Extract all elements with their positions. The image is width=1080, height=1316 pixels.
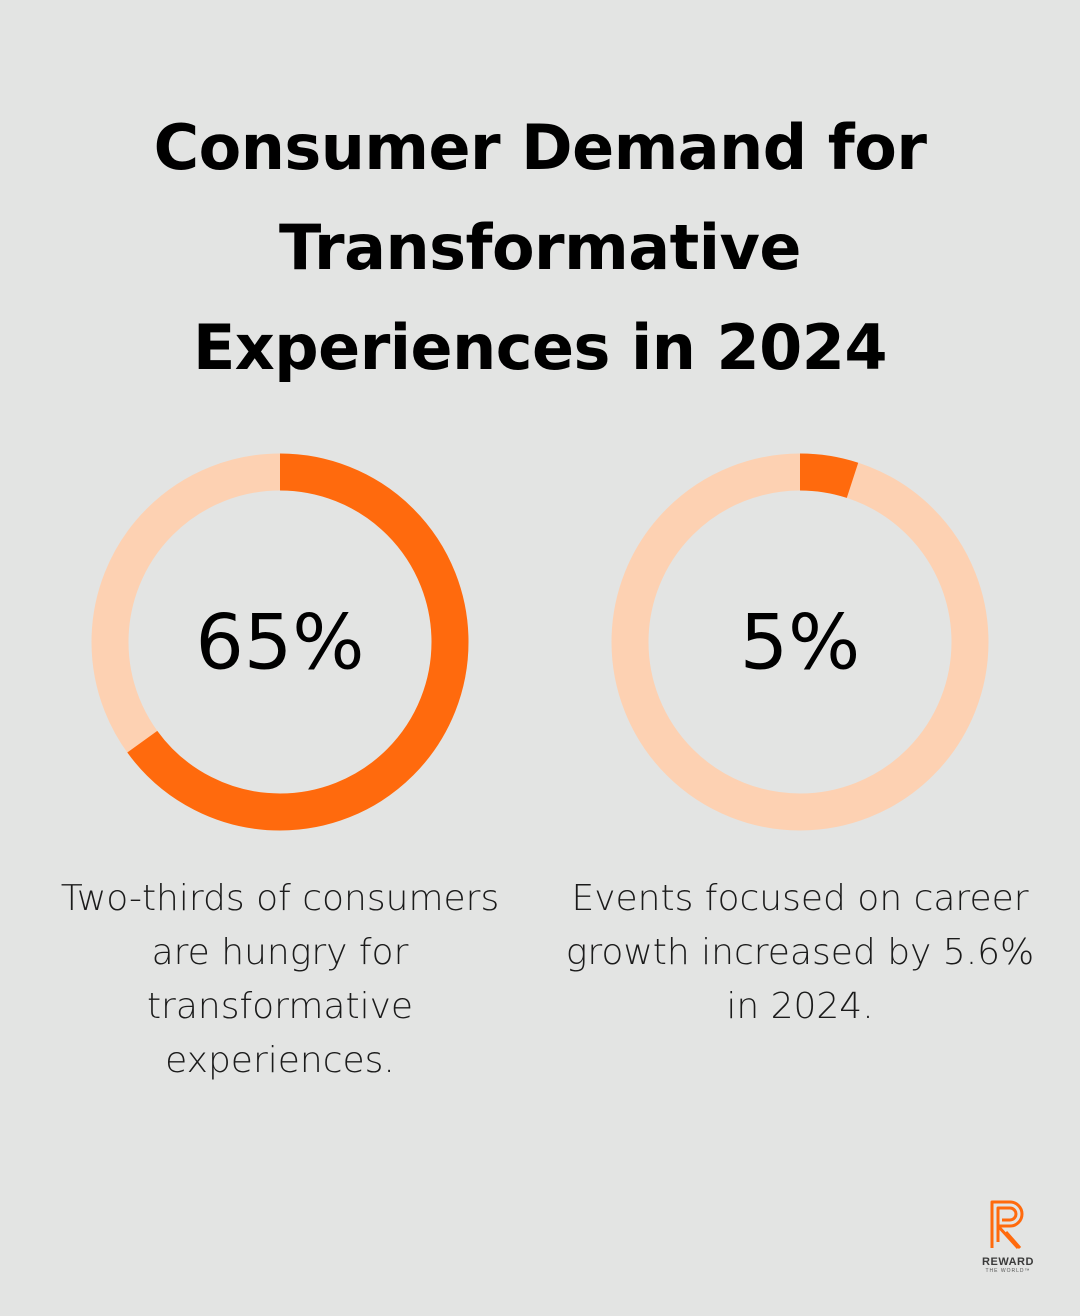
title-line-3: Experiences in 2024	[192, 311, 888, 384]
title-line-1: Consumer Demand for	[153, 111, 927, 184]
page-title: Consumer Demand for Transformative Exper…	[90, 98, 990, 398]
caption-line: growth increased by 5.6%	[565, 932, 1035, 973]
donut-chart-career-events: 5%	[611, 453, 989, 831]
reward-r-logo-icon	[990, 1200, 1024, 1250]
caption-line: experiences.	[165, 1040, 395, 1081]
stat-card-career-events: 5% Events focused on career growth incre…	[540, 452, 1060, 1034]
stat-caption: Two-thirds of consumers are hungry for t…	[40, 872, 520, 1088]
donut-value-label: 5%	[740, 598, 861, 687]
reward-the-world-logo: REWARD THE WORLD™	[966, 1198, 1050, 1288]
donut-chart-consumers: 65%	[91, 453, 469, 831]
caption-line: Two-thirds of consumers	[60, 878, 500, 919]
title-line-2: Transformative	[279, 211, 801, 284]
logo-tagline: THE WORLD™	[985, 1268, 1031, 1274]
caption-line: in 2024.	[726, 986, 874, 1027]
logo-wordmark: REWARD	[982, 1256, 1034, 1268]
stat-caption: Events focused on career growth increase…	[560, 872, 1040, 1034]
donut-value-label: 65%	[196, 598, 365, 687]
donut-arc	[611, 453, 989, 831]
stat-card-consumers: 65% Two-thirds of consumers are hungry f…	[20, 452, 540, 1088]
donut-arc	[91, 453, 469, 831]
caption-line: Events focused on career	[571, 878, 1029, 919]
caption-line: are hungry for	[151, 932, 409, 973]
caption-line: transformative	[146, 986, 414, 1027]
